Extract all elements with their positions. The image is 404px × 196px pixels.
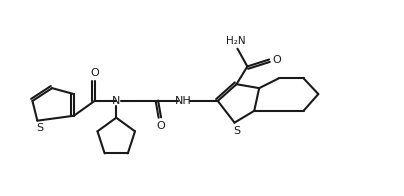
Text: N: N bbox=[112, 96, 120, 106]
Text: S: S bbox=[233, 125, 240, 135]
Text: S: S bbox=[36, 122, 43, 132]
Text: NH: NH bbox=[175, 96, 191, 106]
Text: H₂N: H₂N bbox=[226, 36, 245, 46]
Text: O: O bbox=[273, 54, 281, 64]
Text: O: O bbox=[156, 121, 165, 131]
Text: O: O bbox=[90, 68, 99, 78]
